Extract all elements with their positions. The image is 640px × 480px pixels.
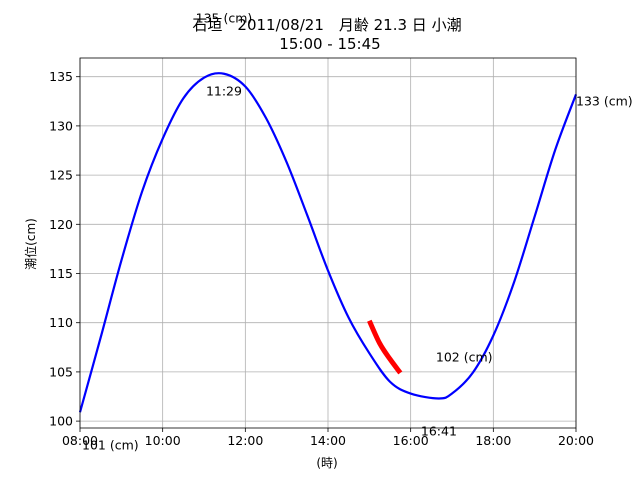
annotation-label: 135 (cm) — [196, 11, 253, 26]
y-tick-label: 115 — [49, 266, 73, 281]
x-tick-label: 14:00 — [310, 433, 346, 448]
y-tick-label: 105 — [49, 364, 73, 379]
x-tick-label: 10:00 — [145, 433, 181, 448]
x-tick-label: 16:00 — [393, 433, 429, 448]
y-tick-label: 125 — [49, 168, 73, 183]
x-tick-label: 12:00 — [227, 433, 263, 448]
y-tick-label: 135 — [49, 69, 73, 84]
chart-title-line2: 15:00 - 15:45 — [279, 35, 380, 53]
annotation-label: 102 (cm) — [436, 349, 493, 364]
y-tick-label: 130 — [49, 118, 73, 133]
y-tick-label: 120 — [49, 217, 73, 232]
chart-title-line1: 石垣 2011/08/21 月齢 21.3 日 小潮 — [192, 16, 461, 34]
y-tick-label: 110 — [49, 315, 73, 330]
plot-frame — [79, 57, 577, 429]
x-axis-label: (時) — [316, 456, 337, 470]
x-tick-label: 20:00 — [558, 433, 594, 448]
plot-series — [78, 72, 578, 413]
highlight-interval-line — [367, 319, 403, 375]
x-tick-label: 18:00 — [475, 433, 511, 448]
annotations: 135 (cm) 11:29 102 (cm) 16:41 101 (cm) 133 (c… — [82, 11, 633, 453]
annotation-label: 11:29 — [206, 84, 242, 99]
tide-level-line — [78, 72, 578, 413]
annotation-label: 16:41 — [421, 423, 457, 438]
y-axis-label: 潮位(cm) — [23, 218, 38, 270]
x-tick-label: 08:00 — [62, 433, 98, 448]
annotation-label: 101 (cm) — [82, 437, 139, 452]
grid — [79, 58, 577, 428]
axes: 08:00 10:00 12:00 14:00 16:00 18:00 20:00 100 10… — [49, 69, 594, 448]
annotation-label: 133 (cm) — [576, 93, 633, 108]
y-tick-label: 100 — [49, 414, 73, 429]
